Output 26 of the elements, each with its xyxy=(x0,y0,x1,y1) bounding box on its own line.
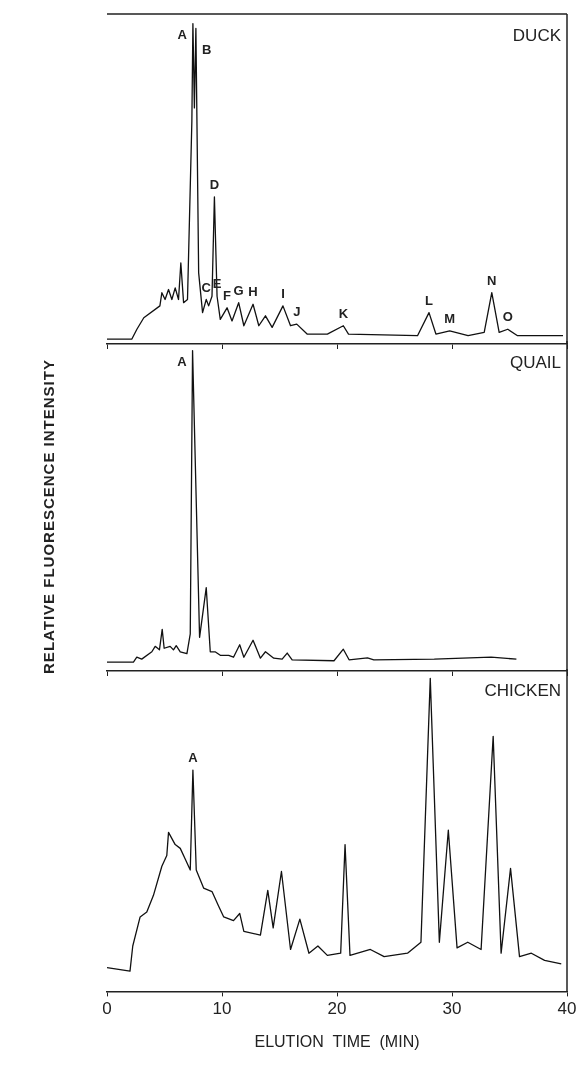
annotation: O xyxy=(502,309,513,325)
chart-title: CHICKEN xyxy=(484,681,561,701)
annotation: A xyxy=(177,27,188,43)
annotation: H xyxy=(248,284,258,300)
y-axis-title: RELATIVE FLUORESCENCE INTENSITY xyxy=(39,359,57,675)
annotation: D xyxy=(209,177,220,193)
annotation: N xyxy=(487,272,497,288)
chart-title: QUAIL xyxy=(509,353,561,373)
annotation: F xyxy=(223,287,232,303)
annotation: K xyxy=(338,305,349,321)
x-tick-label: 40 xyxy=(557,999,577,1019)
annotation: C xyxy=(201,279,212,295)
annotation: I xyxy=(281,285,285,301)
x-axis-title: ELUTION TIME (MIN) xyxy=(254,1032,420,1050)
x-tick-label: 0 xyxy=(102,999,112,1019)
chart-title: DUCK xyxy=(512,26,562,46)
annotation: A xyxy=(177,354,188,370)
annotation: M xyxy=(444,310,456,326)
x-tick-label: 10 xyxy=(212,999,232,1019)
annotation: L xyxy=(425,292,434,308)
annotation: B xyxy=(201,42,212,57)
annotation: A xyxy=(188,750,199,766)
annotation: G xyxy=(233,282,244,298)
annotation: J xyxy=(293,304,301,320)
x-tick-label: 20 xyxy=(327,999,347,1019)
x-tick-label: 30 xyxy=(442,999,462,1019)
